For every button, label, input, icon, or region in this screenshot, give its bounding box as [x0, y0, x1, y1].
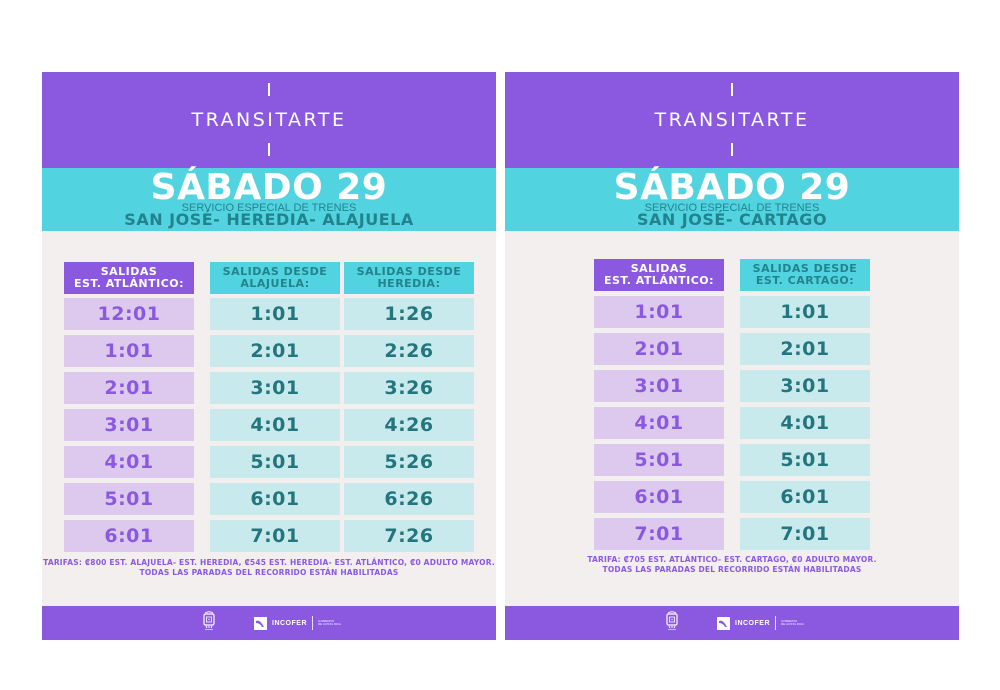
fare-note-line: TODAS LAS PARADAS DEL RECORRIDO ESTÁN HA… — [602, 565, 862, 574]
logo-divider — [312, 616, 313, 630]
time-cell: 5:26 — [344, 446, 474, 478]
header-line: HEREDIA: — [377, 277, 441, 290]
time-cell: 2:01 — [594, 333, 724, 365]
time-cell: 4:01 — [740, 407, 870, 439]
date-band: SÁBADO 29 SERVICIO ESPECIAL DE TRENES SA… — [42, 167, 496, 231]
incofer-logo: INCOFER GOBIERNO DE COSTA RICA — [254, 616, 341, 630]
fare-note: TARIFA: ₡705 EST. ATLÁNTICO- EST. CARTAG… — [505, 555, 959, 575]
time-cell: 1:01 — [64, 335, 194, 367]
time-cell: 1:01 — [210, 298, 340, 330]
time-cell: 4:26 — [344, 409, 474, 441]
brand-title: TRANSITARTE — [191, 109, 347, 131]
header-line: ALAJUELA: — [240, 277, 310, 290]
time-cell: 4:01 — [594, 407, 724, 439]
service-subtitle: SERVICIO ESPECIAL DE TRENES — [644, 202, 820, 214]
time-cell: 1:01 — [740, 296, 870, 328]
time-cell: 7:01 — [740, 518, 870, 550]
incofer-logo: INCOFER GOBIERNO DE COSTA RICA — [717, 616, 804, 630]
time-cell: 6:01 — [210, 483, 340, 515]
incofer-name: INCOFER — [735, 619, 770, 627]
time-cell: 2:01 — [740, 333, 870, 365]
divider-tick-icon — [268, 143, 270, 156]
header-line: EST. CARTAGO: — [755, 274, 855, 287]
header-line: EST. ATLÁNTICO: — [73, 277, 185, 290]
header-line: SALIDAS DESDE — [752, 262, 858, 275]
time-cell: 3:01 — [64, 409, 194, 441]
time-cell: 5:01 — [210, 446, 340, 478]
time-cell: 7:01 — [210, 520, 340, 552]
time-cell: 5:01 — [64, 483, 194, 515]
divider-tick-icon — [731, 83, 733, 96]
fare-note-line: TODAS LAS PARADAS DEL RECORRIDO ESTÁN HA… — [139, 568, 399, 577]
time-cell: 5:01 — [594, 444, 724, 476]
fare-note: TARIFAS: ₡800 EST. ALAJUELA- EST. HEREDI… — [42, 558, 496, 578]
time-cell: 6:26 — [344, 483, 474, 515]
incofer-name: INCOFER — [272, 619, 307, 627]
time-cell: 2:01 — [210, 335, 340, 367]
route-title: SAN JOSÉ- CARTAGO — [636, 210, 828, 229]
time-cell: 6:01 — [64, 520, 194, 552]
incofer-mark-icon — [717, 616, 730, 630]
time-cell: 3:26 — [344, 372, 474, 404]
time-cell: 6:01 — [740, 481, 870, 513]
time-cell: 3:01 — [740, 370, 870, 402]
time-cell: 6:01 — [594, 481, 724, 513]
column-header-atlantico: SALIDAS EST. ATLÁNTICO: — [594, 259, 724, 291]
time-cell: 2:01 — [64, 372, 194, 404]
logo-divider — [775, 616, 776, 630]
time-cell: 7:26 — [344, 520, 474, 552]
poster-header: TRANSITARTE — [42, 72, 496, 168]
time-cell: 4:01 — [64, 446, 194, 478]
header-line: SALIDAS — [100, 265, 158, 278]
poster-footer: INCOFER GOBIERNO DE COSTA RICA — [505, 606, 959, 640]
divider-tick-icon — [731, 143, 733, 156]
gobierno-label: GOBIERNO DE COSTA RICA — [318, 618, 341, 626]
incofer-mark-icon — [254, 616, 267, 630]
time-cell: 7:01 — [594, 518, 724, 550]
column-header-alajuela: SALIDAS DESDE ALAJUELA: — [210, 262, 340, 294]
header-line: SALIDAS DESDE — [356, 265, 462, 278]
municipal-seal-icon — [203, 611, 215, 630]
schedule-poster-heredia-alajuela: TRANSITARTE SÁBADO 29 SERVICIO ESPECIAL … — [42, 72, 496, 640]
date-band: SÁBADO 29 SERVICIO ESPECIAL DE TRENES SA… — [505, 167, 959, 231]
poster-footer: INCOFER GOBIERNO DE COSTA RICA — [42, 606, 496, 640]
day-title: SÁBADO 29 — [613, 167, 851, 208]
municipal-seal-icon — [666, 611, 678, 630]
time-cell: 4:01 — [210, 409, 340, 441]
header-line: SALIDAS — [630, 262, 688, 275]
gobierno-label: GOBIERNO DE COSTA RICA — [781, 618, 804, 626]
service-subtitle: SERVICIO ESPECIAL DE TRENES — [181, 202, 357, 214]
poster-header: TRANSITARTE — [505, 72, 959, 168]
header-line: EST. ATLÁNTICO: — [603, 274, 715, 287]
time-cell: 2:26 — [344, 335, 474, 367]
column-header-heredia: SALIDAS DESDE HEREDIA: — [344, 262, 474, 294]
column-header-cartago: SALIDAS DESDE EST. CARTAGO: — [740, 259, 870, 291]
fare-note-line: TARIFAS: ₡800 EST. ALAJUELA- EST. HEREDI… — [43, 558, 495, 567]
day-title: SÁBADO 29 — [150, 167, 388, 208]
schedule-poster-cartago: TRANSITARTE SÁBADO 29 SERVICIO ESPECIAL … — [505, 72, 959, 640]
route-title: SAN JOSÉ- HEREDIA- ALAJUELA — [124, 210, 414, 229]
time-cell: 5:01 — [740, 444, 870, 476]
fare-note-line: TARIFA: ₡705 EST. ATLÁNTICO- EST. CARTAG… — [587, 555, 877, 564]
header-line: SALIDAS DESDE — [222, 265, 328, 278]
time-cell: 1:01 — [594, 296, 724, 328]
divider-tick-icon — [268, 83, 270, 96]
time-cell: 3:01 — [594, 370, 724, 402]
time-cell: 1:26 — [344, 298, 474, 330]
time-cell: 3:01 — [210, 372, 340, 404]
brand-title: TRANSITARTE — [654, 109, 810, 131]
time-cell: 12:01 — [64, 298, 194, 330]
column-header-atlantico: SALIDAS EST. ATLÁNTICO: — [64, 262, 194, 294]
